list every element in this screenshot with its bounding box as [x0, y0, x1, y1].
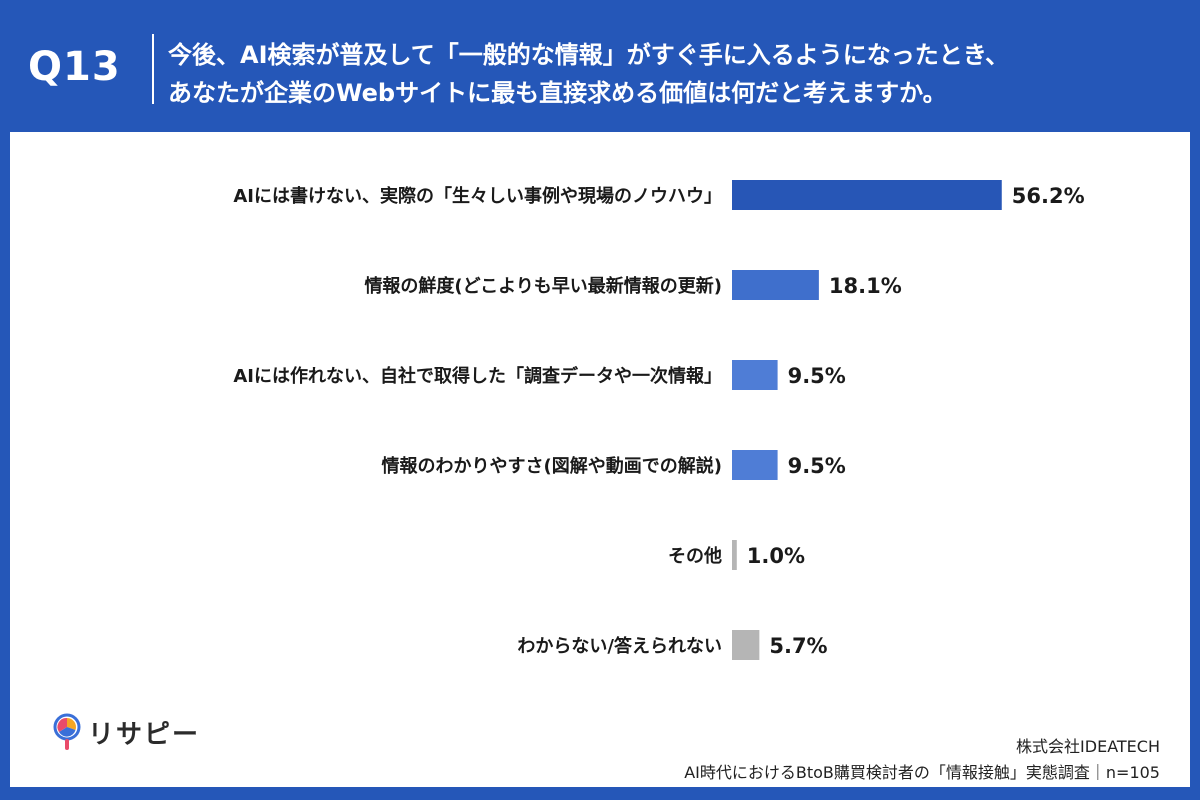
question-header: Q13 今後、AI検索が普及して「一般的な情報」がすぐ手に入るようになったとき、…: [0, 0, 1200, 132]
brand-name: リサピー: [88, 719, 201, 750]
question-line-1: 今後、AI検索が普及して「一般的な情報」がすぐ手に入るようになったとき、: [168, 41, 1010, 69]
bar: [732, 450, 778, 480]
bar-chart: AIには書けない、実際の「生々しい事例や現場のノウハウ」 56.2% 情報の鮮度(ど…: [233, 180, 1085, 660]
chart-panel: AIには書けない、実際の「生々しい事例や現場のノウハウ」 56.2% 情報の鮮度(ど…: [10, 132, 1190, 787]
value-label: 5.7%: [769, 634, 827, 658]
header-divider: [152, 34, 154, 104]
category-label: その他: [668, 545, 722, 567]
bar: [732, 360, 778, 390]
value-label: 9.5%: [788, 454, 846, 478]
bar: [732, 270, 819, 300]
value-label: 1.0%: [747, 544, 805, 568]
value-label: 9.5%: [788, 364, 846, 388]
bar: [732, 180, 1002, 210]
value-label: 56.2%: [1012, 184, 1085, 208]
pin-logo-icon: [53, 713, 81, 750]
brand-logo: リサピー: [52, 712, 200, 752]
category-label: わからない/答えられない: [517, 635, 722, 657]
footer-company: 株式会社IDEATECH: [1016, 737, 1160, 756]
bar: [732, 540, 737, 570]
question-line-2: あなたが企業のWebサイトに最も直接求める価値は何だと考えますか。: [168, 79, 947, 107]
footer-survey: AI時代におけるBtoB購買検討者の「情報接触」実態調査｜n=105: [684, 763, 1160, 782]
bar: [732, 630, 760, 660]
category-label: 情報の鮮度(どこよりも早い最新情報の更新): [364, 275, 722, 297]
question-text: 今後、AI検索が普及して「一般的な情報」がすぐ手に入るようになったとき、 あなた…: [168, 36, 1178, 112]
category-label: 情報のわかりやすさ(図解や動画での解説): [382, 455, 722, 477]
footer-credits: 株式会社IDEATECH AI時代におけるBtoB購買検討者の「情報接触」実態調…: [684, 734, 1160, 786]
category-label: AIには書けない、実際の「生々しい事例や現場のノウハウ」: [233, 185, 722, 207]
value-label: 18.1%: [829, 274, 902, 298]
question-number: Q13: [28, 44, 121, 90]
category-label: AIには作れない、自社で取得した「調査データや一次情報」: [233, 365, 722, 387]
